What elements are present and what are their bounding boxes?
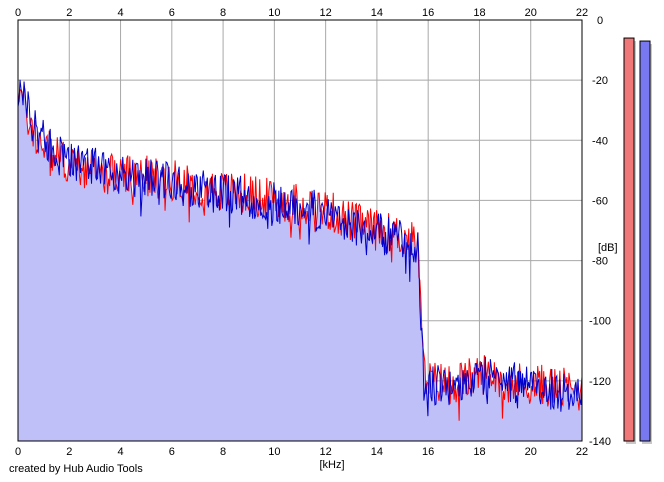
y-tick-label: -60	[592, 195, 608, 207]
x-tick-label-bottom: 16	[422, 446, 434, 458]
y-tick-label: -80	[592, 256, 608, 268]
x-tick-label-top: 16	[422, 7, 434, 19]
x-tick-label-top: 2	[66, 7, 72, 19]
x-axis-top-ticks: 0 2 4 6 8 10 12 14 16 18 20 22	[15, 7, 588, 19]
x-tick-label-bottom: 4	[117, 446, 123, 458]
x-tick-label-bottom: 2	[66, 446, 72, 458]
x-tick-label-top: 6	[169, 7, 175, 19]
x-tick-label-bottom: 22	[576, 446, 588, 458]
x-tick-label-top: 10	[268, 7, 280, 19]
meter-bar-right	[639, 40, 651, 442]
x-tick-label-top: 14	[371, 7, 383, 19]
x-axis-label: [kHz]	[319, 459, 344, 471]
x-tick-label-top: 0	[15, 7, 21, 19]
y-tick-label: -140	[589, 436, 611, 448]
y-tick-label: 0	[597, 15, 603, 27]
x-tick-label-bottom: 6	[169, 446, 175, 458]
x-tick-label-bottom: 10	[268, 446, 280, 458]
x-tick-label-top: 22	[576, 7, 588, 19]
series-line-red	[17, 84, 583, 421]
x-tick-label-bottom: 12	[320, 446, 332, 458]
spectrum-fill	[18, 84, 582, 441]
y-tick-label: -100	[589, 316, 611, 328]
x-tick-label-bottom: 8	[220, 446, 226, 458]
x-tick-label-top: 4	[117, 7, 123, 19]
credit-text: created by Hub Audio Tools	[9, 463, 143, 475]
level-meters	[623, 37, 652, 445]
meter-bar-left	[623, 37, 635, 442]
x-tick-label-top: 18	[473, 7, 485, 19]
x-tick-label-bottom: 18	[473, 446, 485, 458]
x-tick-label-bottom: 14	[371, 446, 383, 458]
y-tick-label: -40	[592, 135, 608, 147]
series-line-blue	[17, 79, 583, 417]
x-tick-label-bottom: 20	[525, 446, 537, 458]
x-tick-label-bottom: 0	[15, 446, 21, 458]
y-tick-label: -20	[592, 75, 608, 87]
x-tick-label-top: 12	[320, 7, 332, 19]
plot-border	[17, 19, 583, 442]
x-axis-bottom-ticks: 0 2 4 6 8 10 12 14 16 18 20 22	[15, 446, 588, 458]
y-axis-right-ticks: 0 -20 -40 -60 -80 -100 -120 -140	[589, 15, 611, 448]
x-tick-label-top: 20	[525, 7, 537, 19]
y-axis-label: [dB]	[598, 242, 618, 254]
x-tick-label-top: 8	[220, 7, 226, 19]
y-tick-label: -120	[589, 376, 611, 388]
spectrum-series	[17, 79, 583, 421]
spectrum-fill-area	[18, 84, 582, 441]
